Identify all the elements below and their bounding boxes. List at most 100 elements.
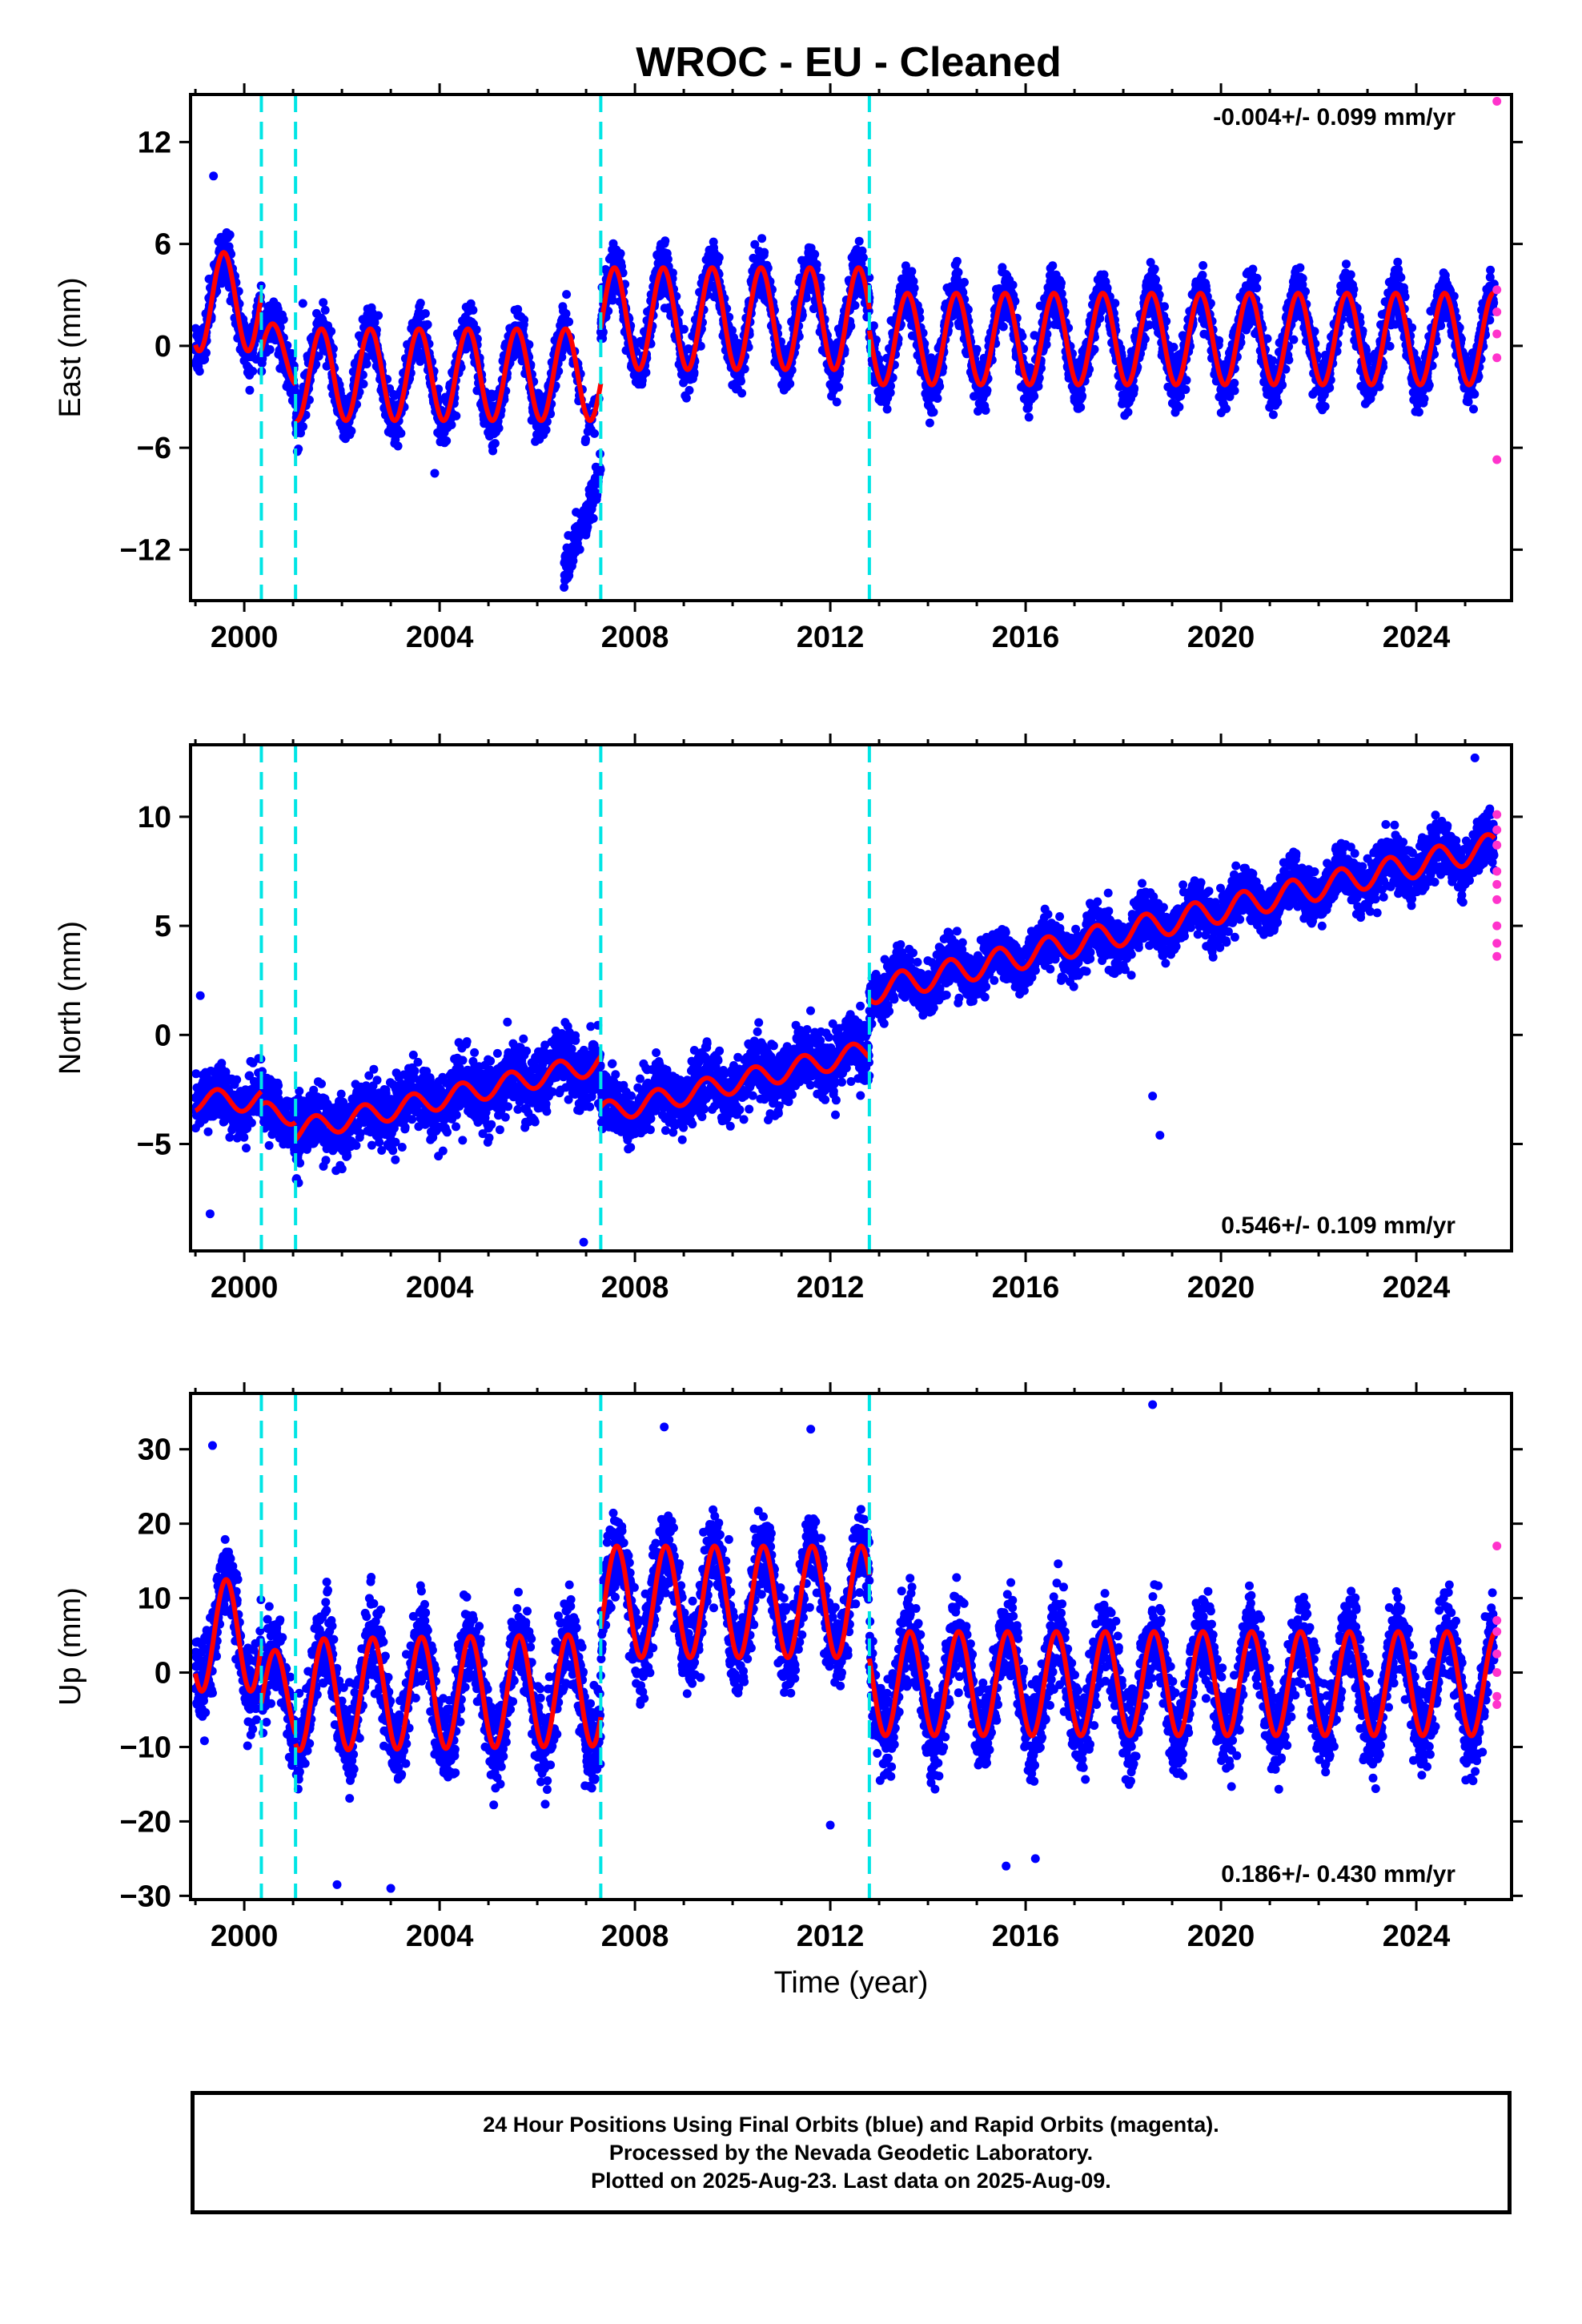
final-orbit-points [191,171,1499,592]
final-orbit-point [728,326,737,336]
final-orbit-point [982,385,992,395]
final-orbit-point [359,380,368,388]
final-orbit-point [854,236,864,246]
final-orbit-point [663,255,673,264]
final-orbit-point [801,293,811,303]
final-orbit-point [347,426,356,436]
final-orbit-point [834,383,844,392]
final-orbit-point [590,428,599,438]
final-orbit-point [737,388,747,398]
final-orbit-point [1252,283,1262,293]
final-orbit-point [1289,335,1299,344]
final-orbit-point [327,327,336,336]
final-orbit-point [1057,278,1066,287]
final-orbit-point [696,341,705,351]
final-orbit-point [447,420,456,429]
final-orbit-point [524,340,534,349]
final-orbit-point [1295,263,1305,272]
final-orbit-point [248,367,258,376]
final-orbit-point [812,259,821,269]
final-orbit-point [534,389,544,399]
final-orbit-point [954,267,963,277]
final-orbit-point [1150,264,1159,274]
final-orbit-point [832,397,841,407]
panel-east: 2000 2004 2008 2012 2016 2020 2024−12−60612Eas… [54,83,1523,654]
final-orbit-point [740,364,749,374]
final-orbit-point [541,425,551,435]
final-orbit-point [685,385,694,395]
final-orbit-point [679,324,689,334]
final-orbit-point [1181,385,1191,394]
final-orbit-point [1030,392,1039,401]
final-orbit-point [998,322,1008,332]
final-orbit-point [1268,356,1278,365]
final-orbit-point [245,385,255,395]
final-orbit-point [1198,271,1207,279]
final-orbit-point [320,305,330,315]
final-orbit-point [858,253,868,263]
final-orbit-point [1273,397,1283,407]
final-orbit-point [714,253,724,263]
final-orbit-point [925,418,934,428]
final-orbit-point [562,290,572,300]
final-orbit-point [420,309,430,318]
final-orbit-point [217,279,227,288]
final-orbit-point [423,320,432,329]
final-orbit-point [661,236,670,246]
final-orbit-point [1076,403,1086,412]
final-orbit-point [279,315,288,324]
final-orbit-point [1034,381,1043,391]
final-orbit-point [362,360,371,368]
final-orbit-point [757,234,767,243]
final-orbit-point [1048,261,1058,271]
final-orbit-point [1151,275,1160,284]
final-orbit-point [319,298,328,308]
final-orbit-point [1174,402,1184,412]
final-orbit-point [1252,273,1262,283]
final-orbit-point [760,247,769,257]
final-orbit-point [370,318,379,328]
final-orbit-point [689,368,699,377]
final-orbit-point [1248,264,1258,274]
final-orbit-point [1110,299,1120,308]
final-orbit-point [1199,261,1208,270]
final-orbit-point [725,312,734,322]
final-orbit-point [1008,280,1018,290]
final-orbit-point [907,267,917,276]
final-orbit-point [200,355,210,364]
final-orbit-point [981,405,990,415]
final-orbit-point [960,278,969,287]
final-orbit-point [472,325,481,335]
final-orbit-point [195,367,204,376]
final-orbit-point [1222,404,1231,413]
final-orbit-point [810,250,820,259]
final-orbit-point [442,436,452,445]
final-orbit-point [299,422,307,432]
final-orbit-point [933,394,942,403]
final-orbit-point [396,428,406,438]
final-orbit-point [882,404,892,414]
final-orbit-point [393,441,403,451]
final-orbit-point [1298,274,1307,283]
panels: 2000 2004 2008 2012 2016 2020 2024−12−60612Eas… [54,83,1523,2000]
final-orbit-point [225,230,235,239]
final-orbit-point [929,408,938,417]
final-orbit-point [416,299,425,308]
final-orbit-point [1284,356,1294,364]
final-orbit-point [1182,376,1191,385]
final-orbit-point [202,348,211,358]
figure-title: WROC - EU - Cleaned [636,39,1062,86]
final-orbit-point [1169,343,1178,352]
final-orbit-point [452,411,461,420]
final-orbit-point [1078,391,1087,400]
final-orbit-point [909,283,919,293]
final-orbit-point [1230,386,1239,396]
final-orbit-point [737,376,745,386]
final-orbit-point [668,268,677,278]
final-orbit-point [616,249,625,259]
final-orbit-point [291,387,300,396]
final-orbit-point [785,379,795,388]
final-orbit-point [816,273,825,283]
final-orbit-point [1215,336,1224,345]
